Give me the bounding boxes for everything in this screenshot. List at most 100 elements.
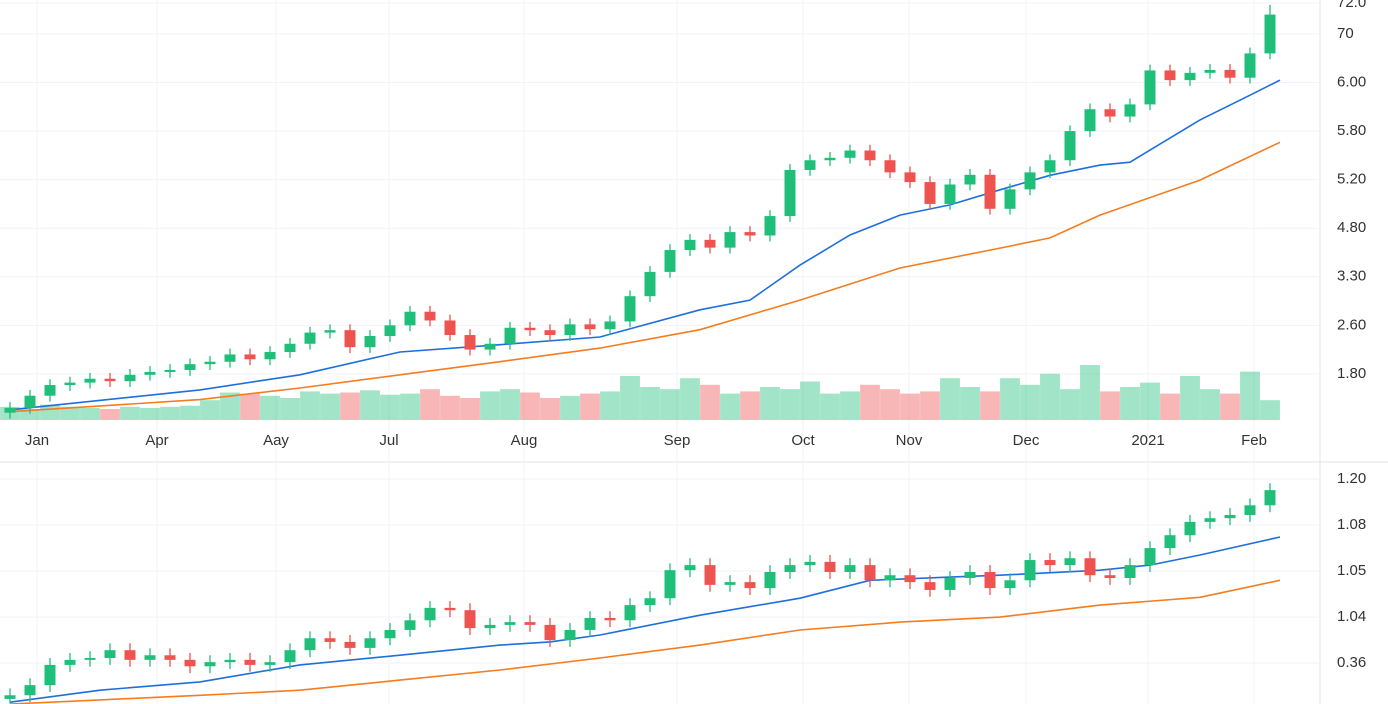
candle-body: [544, 624, 556, 641]
volume-bar: [300, 391, 320, 420]
candle-body: [584, 617, 596, 630]
y-tick-label: 4.80: [1337, 219, 1366, 236]
candle-body: [644, 271, 656, 297]
candle-body: [144, 655, 156, 660]
volume-bar: [120, 406, 140, 420]
candle-body: [944, 184, 956, 204]
candle-body: [904, 575, 916, 583]
candle-body: [524, 327, 536, 331]
volume-bar: [20, 409, 40, 420]
candle-body: [464, 335, 476, 350]
volume-bar: [920, 391, 940, 420]
candle-body: [204, 662, 216, 667]
candle-body: [184, 659, 196, 667]
candle-body: [564, 324, 576, 336]
candle-body: [24, 685, 36, 696]
volume-bar: [900, 393, 920, 420]
y-tick-label: 72.0: [1337, 0, 1366, 11]
candle-body: [1264, 490, 1276, 506]
volume-bar: [1100, 391, 1120, 420]
volume-bar: [140, 407, 160, 420]
candle-body: [144, 371, 156, 375]
candle-body: [1024, 560, 1036, 581]
x-tick-label: Dec: [1013, 432, 1040, 449]
volume-bar: [360, 390, 380, 420]
candle-body: [1204, 518, 1216, 522]
volume-bar: [640, 387, 660, 420]
volume-bar: [760, 387, 780, 420]
candle-body: [944, 577, 956, 590]
candle-body: [124, 374, 136, 382]
candle-body: [404, 620, 416, 630]
candle-body: [844, 150, 856, 158]
candle-body: [1104, 109, 1116, 117]
volume-bar: [160, 406, 180, 420]
volume-bar: [380, 394, 400, 420]
candle-body: [544, 330, 556, 336]
candle-body: [1024, 172, 1036, 190]
candle-body: [1124, 565, 1136, 578]
candle-body: [1084, 558, 1096, 576]
volume-bar: [460, 398, 480, 420]
candle-body: [1004, 189, 1016, 209]
x-tick-label: Feb: [1241, 432, 1267, 449]
volume-bar: [260, 395, 280, 420]
candle-body: [1064, 131, 1076, 161]
y-tick-label: 1.08: [1337, 516, 1366, 533]
volume-bar: [1080, 365, 1100, 420]
candle-body: [444, 607, 456, 611]
candle-body: [884, 160, 896, 173]
candle-body: [684, 565, 696, 571]
volume-bar: [840, 391, 860, 420]
volume-bar: [480, 391, 500, 420]
candle-body: [364, 336, 376, 348]
volume-bar: [520, 392, 540, 420]
y-tick-label: 70: [1337, 25, 1354, 42]
y-tick-label: 6.00: [1337, 74, 1366, 91]
candle-body: [424, 311, 436, 321]
x-tick-label: Aay: [263, 432, 289, 449]
x-tick-label: Aug: [511, 432, 538, 449]
y-tick-label: 1.20: [1337, 470, 1366, 487]
volume-bar: [700, 384, 720, 420]
x-tick-label: Jul: [379, 432, 398, 449]
candle-body: [284, 650, 296, 663]
candle-body: [24, 395, 36, 408]
candle-body: [1264, 14, 1276, 54]
volume-bar: [1060, 389, 1080, 420]
candle-body: [484, 624, 496, 629]
candle-body: [324, 638, 336, 642]
candle-body: [604, 321, 616, 330]
candle-body: [504, 327, 516, 344]
candle-body: [4, 695, 16, 699]
candle-body: [644, 598, 656, 606]
candle-body: [404, 311, 416, 326]
y-tick-label: 5.80: [1337, 122, 1366, 139]
y-tick-label: 3.30: [1337, 268, 1366, 285]
candle-body: [844, 565, 856, 573]
candle-body: [64, 382, 76, 386]
candle-body: [184, 364, 196, 370]
candle-body: [1184, 72, 1196, 81]
moving-average-line: [9, 579, 1281, 704]
candle-body: [1164, 535, 1176, 549]
candle-body: [44, 385, 56, 396]
candle-body: [164, 655, 176, 660]
volume-bar: [180, 405, 200, 420]
candle-body: [964, 572, 976, 578]
candle-body: [424, 607, 436, 621]
candle-body: [684, 239, 696, 251]
candle-body: [1244, 53, 1256, 78]
candle-body: [924, 182, 936, 204]
candle-body: [244, 659, 256, 665]
y-tick-label: 0.36: [1337, 654, 1366, 671]
volume-bar: [80, 407, 100, 420]
candle-body: [564, 629, 576, 641]
volume-bar: [960, 387, 980, 420]
candle-body: [384, 629, 396, 639]
candle-body: [524, 622, 536, 625]
candle-body: [624, 605, 636, 621]
candle-body: [724, 232, 736, 248]
candle-body: [764, 572, 776, 589]
x-tick-label: Jan: [25, 432, 49, 449]
